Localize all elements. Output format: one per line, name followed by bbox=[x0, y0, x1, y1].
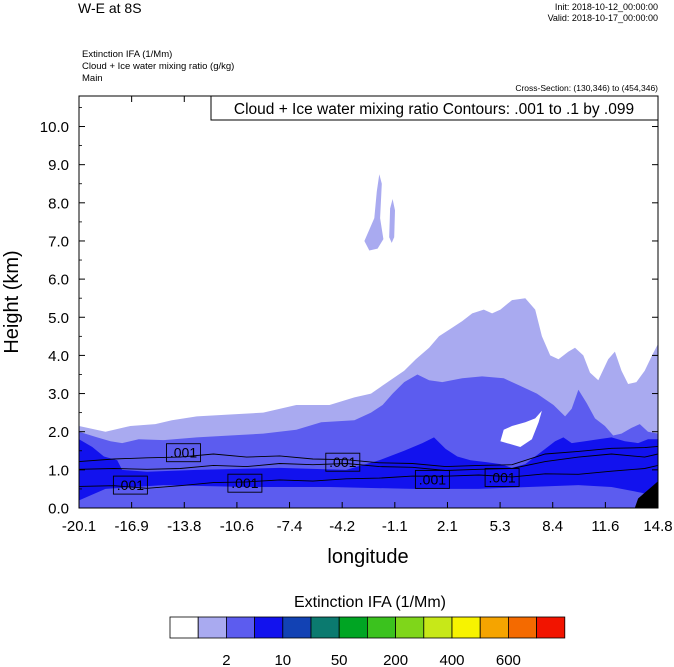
extinction-fill-layer bbox=[79, 174, 658, 508]
x-tick-label: 2.1 bbox=[437, 518, 458, 535]
fill-region-level-1 bbox=[389, 199, 395, 243]
contour-info-text: Cloud + Ice water mixing ratio Contours:… bbox=[234, 101, 634, 118]
legend-swatch bbox=[423, 616, 453, 639]
y-tick-label: 2.0 bbox=[48, 424, 69, 441]
fill-region-level-1 bbox=[364, 174, 384, 251]
x-tick-label: -13.8 bbox=[167, 518, 201, 535]
x-tick-label: 14.8 bbox=[643, 518, 672, 535]
contour-line bbox=[79, 453, 658, 471]
y-tick-label: 3.0 bbox=[48, 386, 69, 403]
chart-title: W-E at 8S bbox=[78, 0, 142, 16]
legend-label: 2 bbox=[222, 652, 230, 667]
contour-label-box bbox=[112, 475, 148, 495]
contour-label: .001 bbox=[419, 471, 446, 487]
valid-time: Valid: 2018-10-17_00:00:00 bbox=[547, 13, 658, 23]
legend-swatch bbox=[282, 616, 312, 639]
contour-label-layer: .001 .001 .001 .001 .001 .001 bbox=[112, 443, 520, 495]
contour-label-box bbox=[414, 469, 450, 489]
x-tick-label: 5.3 bbox=[490, 518, 511, 535]
subtitle-mixing-ratio: Cloud + Ice water mixing ratio (g/kg) bbox=[82, 61, 235, 72]
x-tick-label: 8.4 bbox=[542, 518, 563, 535]
legend-swatch bbox=[366, 616, 396, 639]
x-tick-label: -4.2 bbox=[329, 518, 355, 535]
x-axis-label: longitude bbox=[327, 546, 408, 568]
cross-section-label: Cross-Section: (130,346) to (454,346) bbox=[515, 83, 658, 93]
contour-label-box bbox=[166, 443, 201, 463]
contour-layer bbox=[79, 445, 658, 489]
y-tick-label: 4.0 bbox=[48, 348, 69, 365]
y-tick-label: 8.0 bbox=[48, 195, 69, 212]
legend-swatch bbox=[225, 616, 255, 639]
legend-swatch bbox=[197, 616, 227, 639]
legend-swatch bbox=[479, 616, 509, 639]
x-tick-label: -20.1 bbox=[62, 518, 96, 535]
x-tick-label: 11.6 bbox=[591, 518, 619, 535]
contour-label: .001 bbox=[231, 475, 258, 491]
contour-label-box bbox=[325, 452, 361, 472]
y-tick-label: 10.0 bbox=[40, 119, 69, 136]
x-tick-label: -1.1 bbox=[382, 518, 408, 535]
contour-label: .001 bbox=[117, 477, 144, 493]
init-time: Init: 2018-10-12_00:00:00 bbox=[554, 2, 658, 12]
y-axis-label: Height (km) bbox=[1, 250, 23, 353]
legend-swatch bbox=[254, 616, 284, 639]
y-tick-label: 5.0 bbox=[48, 310, 69, 327]
y-tick-label: 0.0 bbox=[48, 501, 69, 518]
contour-label: .001 bbox=[329, 454, 356, 470]
colorbar-legend: 2 10 50 200 400 600 bbox=[169, 616, 566, 667]
legend-swatch bbox=[338, 616, 368, 639]
contour-label-box bbox=[484, 468, 520, 487]
contour-line bbox=[79, 445, 658, 468]
legend-swatch bbox=[395, 616, 425, 639]
legend-title: Extinction IFA (1/Mm) bbox=[293, 594, 447, 611]
legend-label: 400 bbox=[439, 652, 464, 667]
legend-label: 10 bbox=[274, 652, 291, 667]
y-tick-label: 1.0 bbox=[48, 462, 69, 479]
legend-swatch bbox=[536, 616, 566, 639]
subtitle-extinction: Extinction IFA (1/Mm) bbox=[82, 49, 173, 60]
contour-label: .001 bbox=[488, 470, 515, 486]
x-tick-label: -7.4 bbox=[277, 518, 303, 535]
y-tick-label: 9.0 bbox=[48, 157, 69, 174]
legend-swatch bbox=[507, 616, 537, 639]
legend-swatch bbox=[451, 616, 481, 639]
contour-label-box bbox=[227, 473, 263, 493]
subtitle-main: Main bbox=[82, 73, 103, 84]
y-tick-label: 6.0 bbox=[48, 272, 69, 289]
legend-label: 50 bbox=[331, 652, 348, 667]
contour-line bbox=[79, 464, 658, 489]
x-tick-label: -10.6 bbox=[220, 518, 254, 535]
axis-layer: -20.1 -16.9 -13.8 -10.6 -7.4 -4.2 -1.1 2.1 5.3 8.… bbox=[40, 96, 673, 535]
contour-info-box: Cloud + Ice water mixing ratio Contours:… bbox=[210, 95, 659, 121]
fill-region-level-0 bbox=[500, 410, 542, 447]
x-tick-label: -16.9 bbox=[115, 518, 149, 535]
legend-label: 600 bbox=[496, 652, 521, 667]
y-tick-label: 7.0 bbox=[48, 233, 69, 250]
legend-swatch bbox=[169, 616, 199, 639]
legend-swatch bbox=[310, 616, 340, 639]
contour-label: .001 bbox=[170, 445, 197, 461]
fill-region-level-3 bbox=[79, 437, 658, 501]
legend-label: 200 bbox=[383, 652, 408, 667]
fill-region-level-4 bbox=[634, 481, 658, 508]
